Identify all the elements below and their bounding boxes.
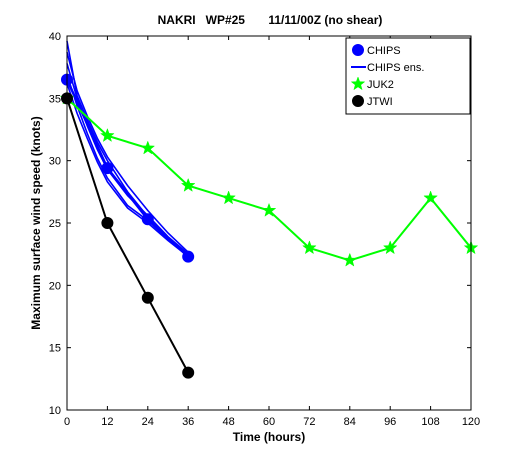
y-tick-label: 35 <box>49 93 61 105</box>
legend-box <box>345 37 471 115</box>
x-tick-label: 48 <box>222 416 234 428</box>
data-point-juk2 <box>221 190 236 205</box>
data-point-juk2 <box>100 128 115 142</box>
x-tick-label: 108 <box>421 416 439 428</box>
legend-swatch-marker <box>352 44 364 56</box>
legend-entry-chips-ens: CHIPS ens. <box>351 62 424 74</box>
legend-label: CHIPS ens. <box>367 62 424 74</box>
y-tick-label: 40 <box>49 31 61 43</box>
series-line-chips <box>65 79 190 258</box>
legend-label: CHIPS <box>367 45 401 57</box>
x-tick-label: 12 <box>101 416 113 428</box>
data-point-juk2 <box>302 240 317 255</box>
data-point-jtwi <box>182 366 195 379</box>
legend-swatch-marker <box>352 95 364 107</box>
data-point-jtwi <box>141 291 154 304</box>
y-tick-label: 15 <box>49 343 61 355</box>
x-tick-label: 72 <box>303 416 315 428</box>
data-point-chips <box>182 250 195 263</box>
data-point-juk2 <box>180 177 196 192</box>
legend-entry-chips: CHIPS <box>352 44 401 57</box>
data-point-juk2 <box>261 202 277 217</box>
series-line-jtwi <box>66 98 190 374</box>
series-chips <box>61 73 195 263</box>
legend: CHIPS CHIPS ens. JUK2 JTWI <box>345 37 471 115</box>
chart-title: NAKRI WP#25 11/11/00Z (no shear) <box>158 13 383 27</box>
x-tick-label: 0 <box>64 416 70 428</box>
x-tick-label: 84 <box>344 416 356 428</box>
x-tick-label: 120 <box>462 416 480 428</box>
data-point-chips <box>101 162 114 175</box>
x-axis: 0 12 24 36 48 60 72 84 96 108 120 <box>64 36 480 428</box>
data-point-juk2 <box>140 140 156 155</box>
x-tick-label: 96 <box>384 416 396 428</box>
x-tick-label: 60 <box>263 416 275 428</box>
legend-swatch-marker <box>350 76 366 91</box>
y-tick-label: 30 <box>49 156 61 168</box>
x-tick-label: 36 <box>182 416 194 428</box>
legend-label: JUK2 <box>367 79 394 91</box>
legend-label: JTWI <box>367 96 393 108</box>
ensemble-member-line <box>66 83 193 260</box>
y-tick-label: 20 <box>49 280 61 292</box>
x-tick-label: 24 <box>142 416 154 428</box>
data-point-jtwi <box>101 217 114 229</box>
data-point-chips <box>141 213 154 226</box>
y-axis: 10 15 20 25 30 35 40 <box>49 31 471 417</box>
y-axis-label: Maximum surface wind speed (knots) <box>29 116 43 329</box>
legend-entry-jtwi: JTWI <box>352 95 393 108</box>
y-tick-label: 10 <box>49 405 61 417</box>
ensemble-member-line <box>66 52 193 256</box>
x-axis-label: Time (hours) <box>233 430 305 444</box>
y-tick-label: 25 <box>49 218 61 230</box>
data-point-juk2 <box>342 252 358 267</box>
data-point-juk2 <box>423 190 438 205</box>
legend-entry-juk2: JUK2 <box>350 76 394 91</box>
data-point-juk2 <box>382 240 398 255</box>
